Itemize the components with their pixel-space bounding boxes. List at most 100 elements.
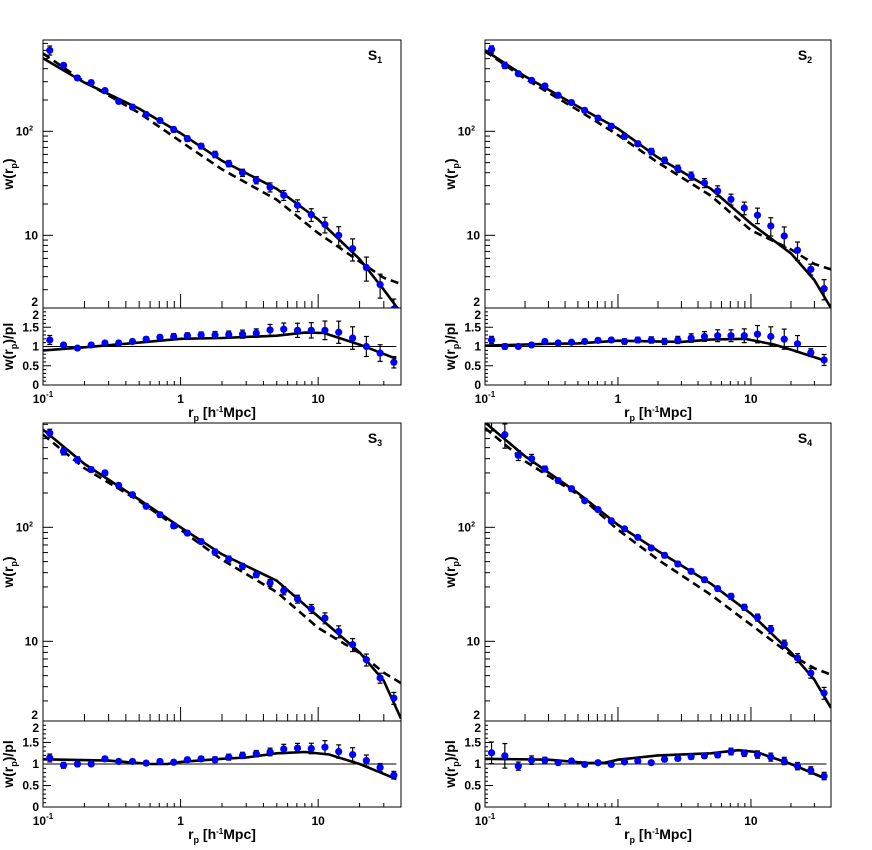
data-point <box>390 694 398 702</box>
label-part: w(r <box>442 766 458 789</box>
ratio-data-point <box>714 751 722 759</box>
label-part: 10 <box>467 634 481 648</box>
data-point <box>225 555 233 563</box>
data-point <box>376 280 384 289</box>
data-point <box>501 431 509 439</box>
label-part: w(r <box>442 168 458 191</box>
ratio-data-point <box>293 326 302 334</box>
ratio-data-point <box>197 755 205 763</box>
x-axis-label: rp [h-1Mpc] <box>624 404 692 423</box>
label-part: p <box>451 343 461 349</box>
ratio-data-point <box>501 752 509 760</box>
model-solid-line <box>43 57 400 308</box>
data-point <box>780 232 788 240</box>
data-point <box>128 103 137 111</box>
ratio-data-point <box>541 337 549 346</box>
main-plot-area <box>43 428 401 720</box>
data-point <box>321 614 329 622</box>
label-part: -1 <box>46 390 54 399</box>
ratio-model-line <box>485 337 827 363</box>
ratio-tick-label: 2 <box>32 721 39 735</box>
ratio-data-point <box>390 771 398 779</box>
data-point <box>700 179 709 187</box>
data-point <box>567 98 576 107</box>
ratio-data-point <box>376 763 384 772</box>
ratio-data-point <box>115 339 123 347</box>
label-part: 10 <box>744 814 758 828</box>
ratio-tick-label: 2 <box>474 721 481 735</box>
data-point <box>238 169 247 177</box>
label-part: p <box>630 413 636 423</box>
ratio-data-point <box>280 325 288 333</box>
label-part: 1 <box>615 392 622 406</box>
ratio-data-point <box>567 757 576 765</box>
data-point <box>156 511 164 519</box>
ratio-data-point <box>362 756 370 765</box>
ratio-data-point <box>727 747 735 756</box>
ratio-data-point <box>335 328 343 336</box>
model-solid-line <box>485 49 831 308</box>
ratio-data-point <box>73 344 82 352</box>
data-point <box>767 222 775 230</box>
data-point <box>527 76 536 84</box>
data-point <box>87 465 95 474</box>
data-point <box>740 204 748 212</box>
x-tick-label: 10-1 <box>475 390 496 406</box>
data-point <box>183 529 191 537</box>
ratio-data-point <box>740 332 748 340</box>
label-part: 10 <box>475 392 489 406</box>
ratio-tick-label: 0.5 <box>464 779 481 793</box>
y-tick-label: 10 <box>25 634 39 648</box>
label-part: 10 <box>311 392 325 406</box>
label-part: ) <box>0 158 16 163</box>
data-point <box>362 656 370 664</box>
x-tick-label: 1 <box>177 392 184 406</box>
y-tick-label: 10 <box>467 228 481 242</box>
ratio-data-point <box>238 751 247 760</box>
label-part: p <box>194 413 200 423</box>
label-part: Mpc] <box>659 826 692 842</box>
data-point <box>142 502 150 510</box>
label-part: 10 <box>475 814 489 828</box>
y-tick-label: 2 <box>31 708 38 722</box>
ratio-data-point <box>183 332 191 340</box>
label-part: )/pl <box>0 740 16 761</box>
ratio-data-point <box>156 757 164 766</box>
ratio-data-point <box>59 761 68 769</box>
ratio-tick-label: 0 <box>474 378 481 392</box>
y-axis-label: w(rp) <box>0 158 19 190</box>
label-part: -1 <box>652 405 660 414</box>
label-part: ) <box>0 556 16 561</box>
label-part: -1 <box>46 812 54 821</box>
ratio-plot-area <box>43 740 398 781</box>
ratio-tick-label: 1.5 <box>22 736 39 750</box>
label-part: -1 <box>216 405 224 414</box>
data-point <box>142 110 150 119</box>
ratio-data-point <box>280 745 288 753</box>
ratio-data-point <box>634 757 642 765</box>
x-tick-label: 10 <box>311 814 325 828</box>
panel-label: S4 <box>798 430 812 448</box>
data-point <box>820 689 828 697</box>
ratio-data-point <box>211 756 219 764</box>
ratio-data-point <box>87 760 95 768</box>
ratio-tick-label: 0.5 <box>464 359 481 373</box>
data-point <box>197 537 205 546</box>
ratio-data-point <box>674 754 682 763</box>
main-plot-area <box>43 45 401 308</box>
ratio-data-point <box>170 332 178 341</box>
ratio-data-point <box>197 331 205 339</box>
data-point <box>156 116 164 125</box>
ratio-data-point <box>647 759 655 767</box>
data-point <box>514 451 522 459</box>
data-point <box>115 481 123 490</box>
label-part: w(r <box>0 766 16 789</box>
power-law-dashed-line <box>485 50 831 271</box>
ratio-tick-label: 0 <box>32 378 39 392</box>
ratio-tick-label: 1.5 <box>464 320 481 334</box>
data-point <box>660 551 669 559</box>
